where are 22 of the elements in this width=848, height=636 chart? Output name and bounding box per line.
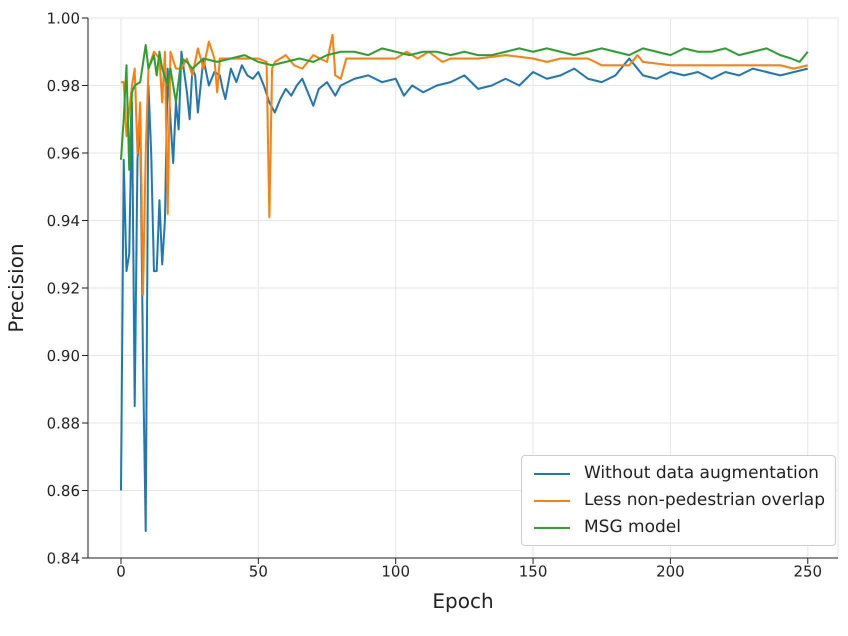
x-tick-label: 100	[381, 562, 410, 581]
x-tick-label: 50	[248, 562, 268, 581]
x-tick-label: 0	[116, 562, 126, 581]
y-tick-label: 0.94	[46, 212, 80, 230]
y-axis-title: Precision	[4, 243, 28, 333]
x-axis-title: Epoch	[432, 589, 494, 613]
y-tick-label: 0.86	[46, 482, 80, 500]
y-tick-label: 0.96	[46, 144, 80, 162]
y-tick-label: 0.84	[46, 549, 80, 568]
y-tick-label: 1.00	[46, 9, 80, 28]
legend-label: Without data augmentation	[584, 462, 819, 485]
y-tick-label: 0.88	[46, 414, 80, 432]
y-tick-label: 0.90	[46, 346, 80, 365]
line-series	[120, 34, 809, 296]
x-tick-label: 150	[518, 562, 548, 581]
x-tick-label: 200	[656, 562, 685, 581]
legend-label: MSG model	[584, 516, 681, 539]
legend-label: Less non-pedestrian overlap	[584, 489, 825, 512]
line-series	[120, 44, 809, 171]
y-tick-label: 0.98	[46, 76, 80, 95]
y-tick-label: 0.92	[46, 279, 80, 298]
x-tick-label: 250	[793, 562, 822, 581]
